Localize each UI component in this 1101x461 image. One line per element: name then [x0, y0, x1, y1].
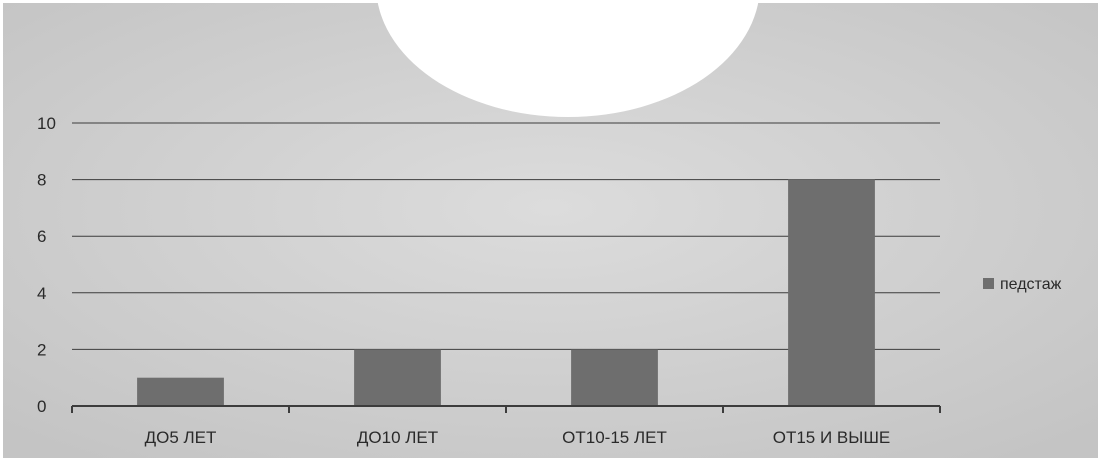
legend-label: педстаж [1000, 276, 1062, 293]
legend-swatch [983, 278, 994, 289]
bar-3 [571, 349, 658, 406]
x-axis [71, 405, 941, 413]
x-tick-labels: ДО5 ЛЕТ ДО10 ЛЕТ ОТ10-15 ЛЕТ ОТ15 И ВЫШЕ [145, 428, 891, 447]
y-tick-label-8: 8 [37, 171, 46, 190]
x-tick-label-3: ОТ10-15 ЛЕТ [562, 428, 667, 447]
bars [137, 179, 875, 406]
bar-2 [354, 349, 441, 406]
top-white-patch [377, 0, 759, 117]
y-tick-label-4: 4 [37, 284, 46, 303]
y-tick-label-0: 0 [37, 397, 46, 416]
bar-4 [788, 179, 875, 406]
y-tick-label-10: 10 [37, 114, 56, 133]
x-tick-label-4: ОТ15 И ВЫШЕ [773, 428, 891, 447]
y-tick-labels: 0 2 4 6 8 10 [37, 114, 56, 416]
y-tick-label-2: 2 [37, 340, 46, 359]
x-tick-label-1: ДО5 ЛЕТ [145, 428, 217, 447]
bar-1 [137, 377, 224, 406]
x-tick-label-2: ДО10 ЛЕТ [357, 428, 438, 447]
y-tick-label-6: 6 [37, 227, 46, 246]
legend: педстаж [983, 276, 1062, 293]
